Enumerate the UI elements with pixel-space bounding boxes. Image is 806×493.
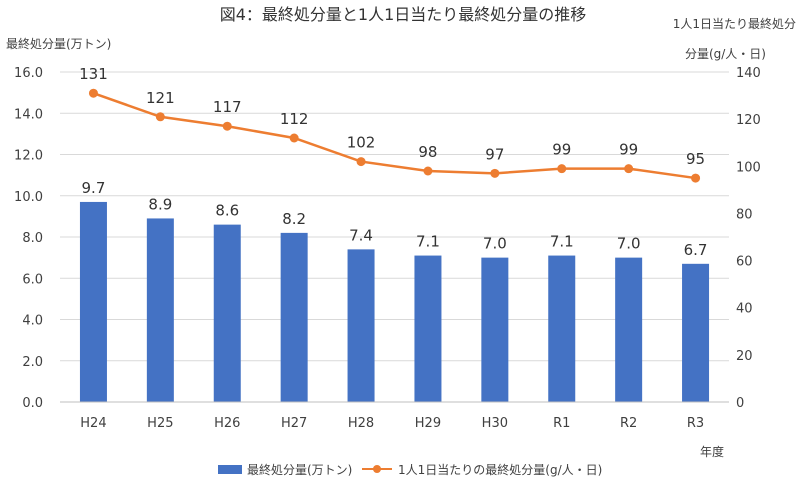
left-tick-label: 14.0 (14, 107, 43, 122)
line-data-label: 117 (213, 98, 242, 116)
bar (414, 255, 442, 402)
x-tick-label: H25 (147, 416, 173, 431)
line-data-label: 99 (552, 141, 571, 159)
bar (481, 257, 509, 402)
right-tick-label: 60 (736, 255, 753, 270)
bar (347, 249, 375, 402)
line-point (356, 157, 366, 167)
bar-data-label: 8.9 (148, 195, 172, 213)
line-point (691, 173, 701, 183)
x-tick-label: R3 (687, 416, 704, 431)
line-point (88, 88, 98, 98)
bar (548, 255, 576, 402)
right-tick-label: 20 (736, 349, 753, 364)
left-tick-label: 6.0 (22, 272, 43, 287)
right-axis-title-line2: 分量(g/人・日) (685, 47, 766, 61)
line-data-labels: 131 121 117 112 102 98 97 99 99 95 (79, 65, 705, 168)
line-point (557, 164, 567, 174)
x-tick-label: R2 (620, 416, 637, 431)
line-point (155, 112, 165, 122)
bar-data-label: 6.7 (684, 241, 708, 259)
x-axis-ticks: H24 H25 H26 H27 H28 H29 H30 R1 R2 R3 (60, 401, 729, 431)
line-data-label: 121 (146, 89, 175, 107)
line-series (88, 88, 701, 183)
left-tick-label: 16.0 (14, 66, 43, 81)
legend: 最終処分量(万トン) 1人1日当たりの最終処分量(g/人・日) (218, 462, 602, 477)
legend-bar-swatch (218, 465, 242, 474)
x-tick-label: R1 (553, 416, 570, 431)
left-axis-ticks: 0.0 2.0 4.0 6.0 8.0 10.0 12.0 14.0 16.0 (14, 66, 43, 411)
bar (213, 224, 241, 402)
left-tick-label: 4.0 (22, 314, 43, 329)
left-tick-label: 2.0 (22, 355, 43, 370)
chart-title: 図4：最終処分量と1人1日当たり最終処分量の推移 (220, 5, 587, 24)
x-tick-label: H24 (80, 416, 106, 431)
x-tick-label: H30 (482, 416, 508, 431)
line-point (624, 164, 634, 174)
left-tick-label: 8.0 (22, 231, 43, 246)
left-tick-label: 12.0 (14, 149, 43, 164)
bar (682, 263, 710, 402)
bar-data-label: 9.7 (82, 179, 106, 197)
right-axis-title-line1: 1人1日当たり最終処分 (673, 16, 796, 31)
x-tick-label: H27 (281, 416, 307, 431)
right-tick-label: 100 (736, 160, 761, 175)
line-data-label: 99 (619, 141, 638, 159)
legend-bar-label: 最終処分量(万トン) (247, 462, 352, 477)
bar (280, 232, 308, 402)
right-tick-label: 0 (736, 396, 744, 411)
right-axis-ticks: 0 20 40 60 80 100 120 140 (736, 66, 761, 411)
bar (615, 257, 643, 402)
bar-data-label: 7.4 (349, 226, 373, 244)
line-data-label: 102 (347, 134, 376, 152)
legend-line-marker (373, 465, 381, 473)
left-axis-title: 最終処分量(万トン) (6, 36, 111, 51)
bar-data-labels: 9.7 8.9 8.6 8.2 7.4 7.1 7.0 7.1 7.0 6.7 (82, 179, 708, 259)
series-line (93, 92, 696, 180)
bar-data-label: 7.0 (483, 235, 507, 253)
x-tick-label: H29 (415, 416, 441, 431)
right-tick-label: 40 (736, 302, 753, 317)
bar-data-label: 7.0 (617, 235, 641, 253)
bar (146, 218, 174, 402)
line-point (490, 168, 500, 178)
line-data-label: 131 (79, 65, 108, 83)
left-tick-label: 0.0 (22, 396, 43, 411)
right-tick-label: 80 (736, 207, 753, 222)
x-tick-label: H28 (348, 416, 374, 431)
right-tick-label: 120 (736, 113, 761, 128)
line-data-label: 95 (686, 150, 705, 168)
bar-data-label: 7.1 (550, 233, 574, 251)
legend-line-label: 1人1日当たりの最終処分量(g/人・日) (398, 462, 602, 477)
line-data-label: 98 (418, 143, 437, 161)
line-data-label: 112 (280, 110, 309, 128)
x-tick-label: H26 (214, 416, 240, 431)
line-point (423, 166, 433, 176)
x-axis-title: 年度 (700, 444, 724, 459)
line-point (222, 121, 232, 131)
right-tick-label: 140 (736, 66, 761, 81)
bar-series (79, 201, 710, 402)
bar-data-label: 8.6 (215, 202, 239, 220)
left-tick-label: 10.0 (14, 190, 43, 205)
bar-data-label: 8.2 (282, 210, 306, 228)
bar-data-label: 7.1 (416, 233, 440, 251)
line-point (289, 133, 299, 143)
line-data-label: 97 (485, 145, 504, 163)
bar (79, 201, 107, 402)
